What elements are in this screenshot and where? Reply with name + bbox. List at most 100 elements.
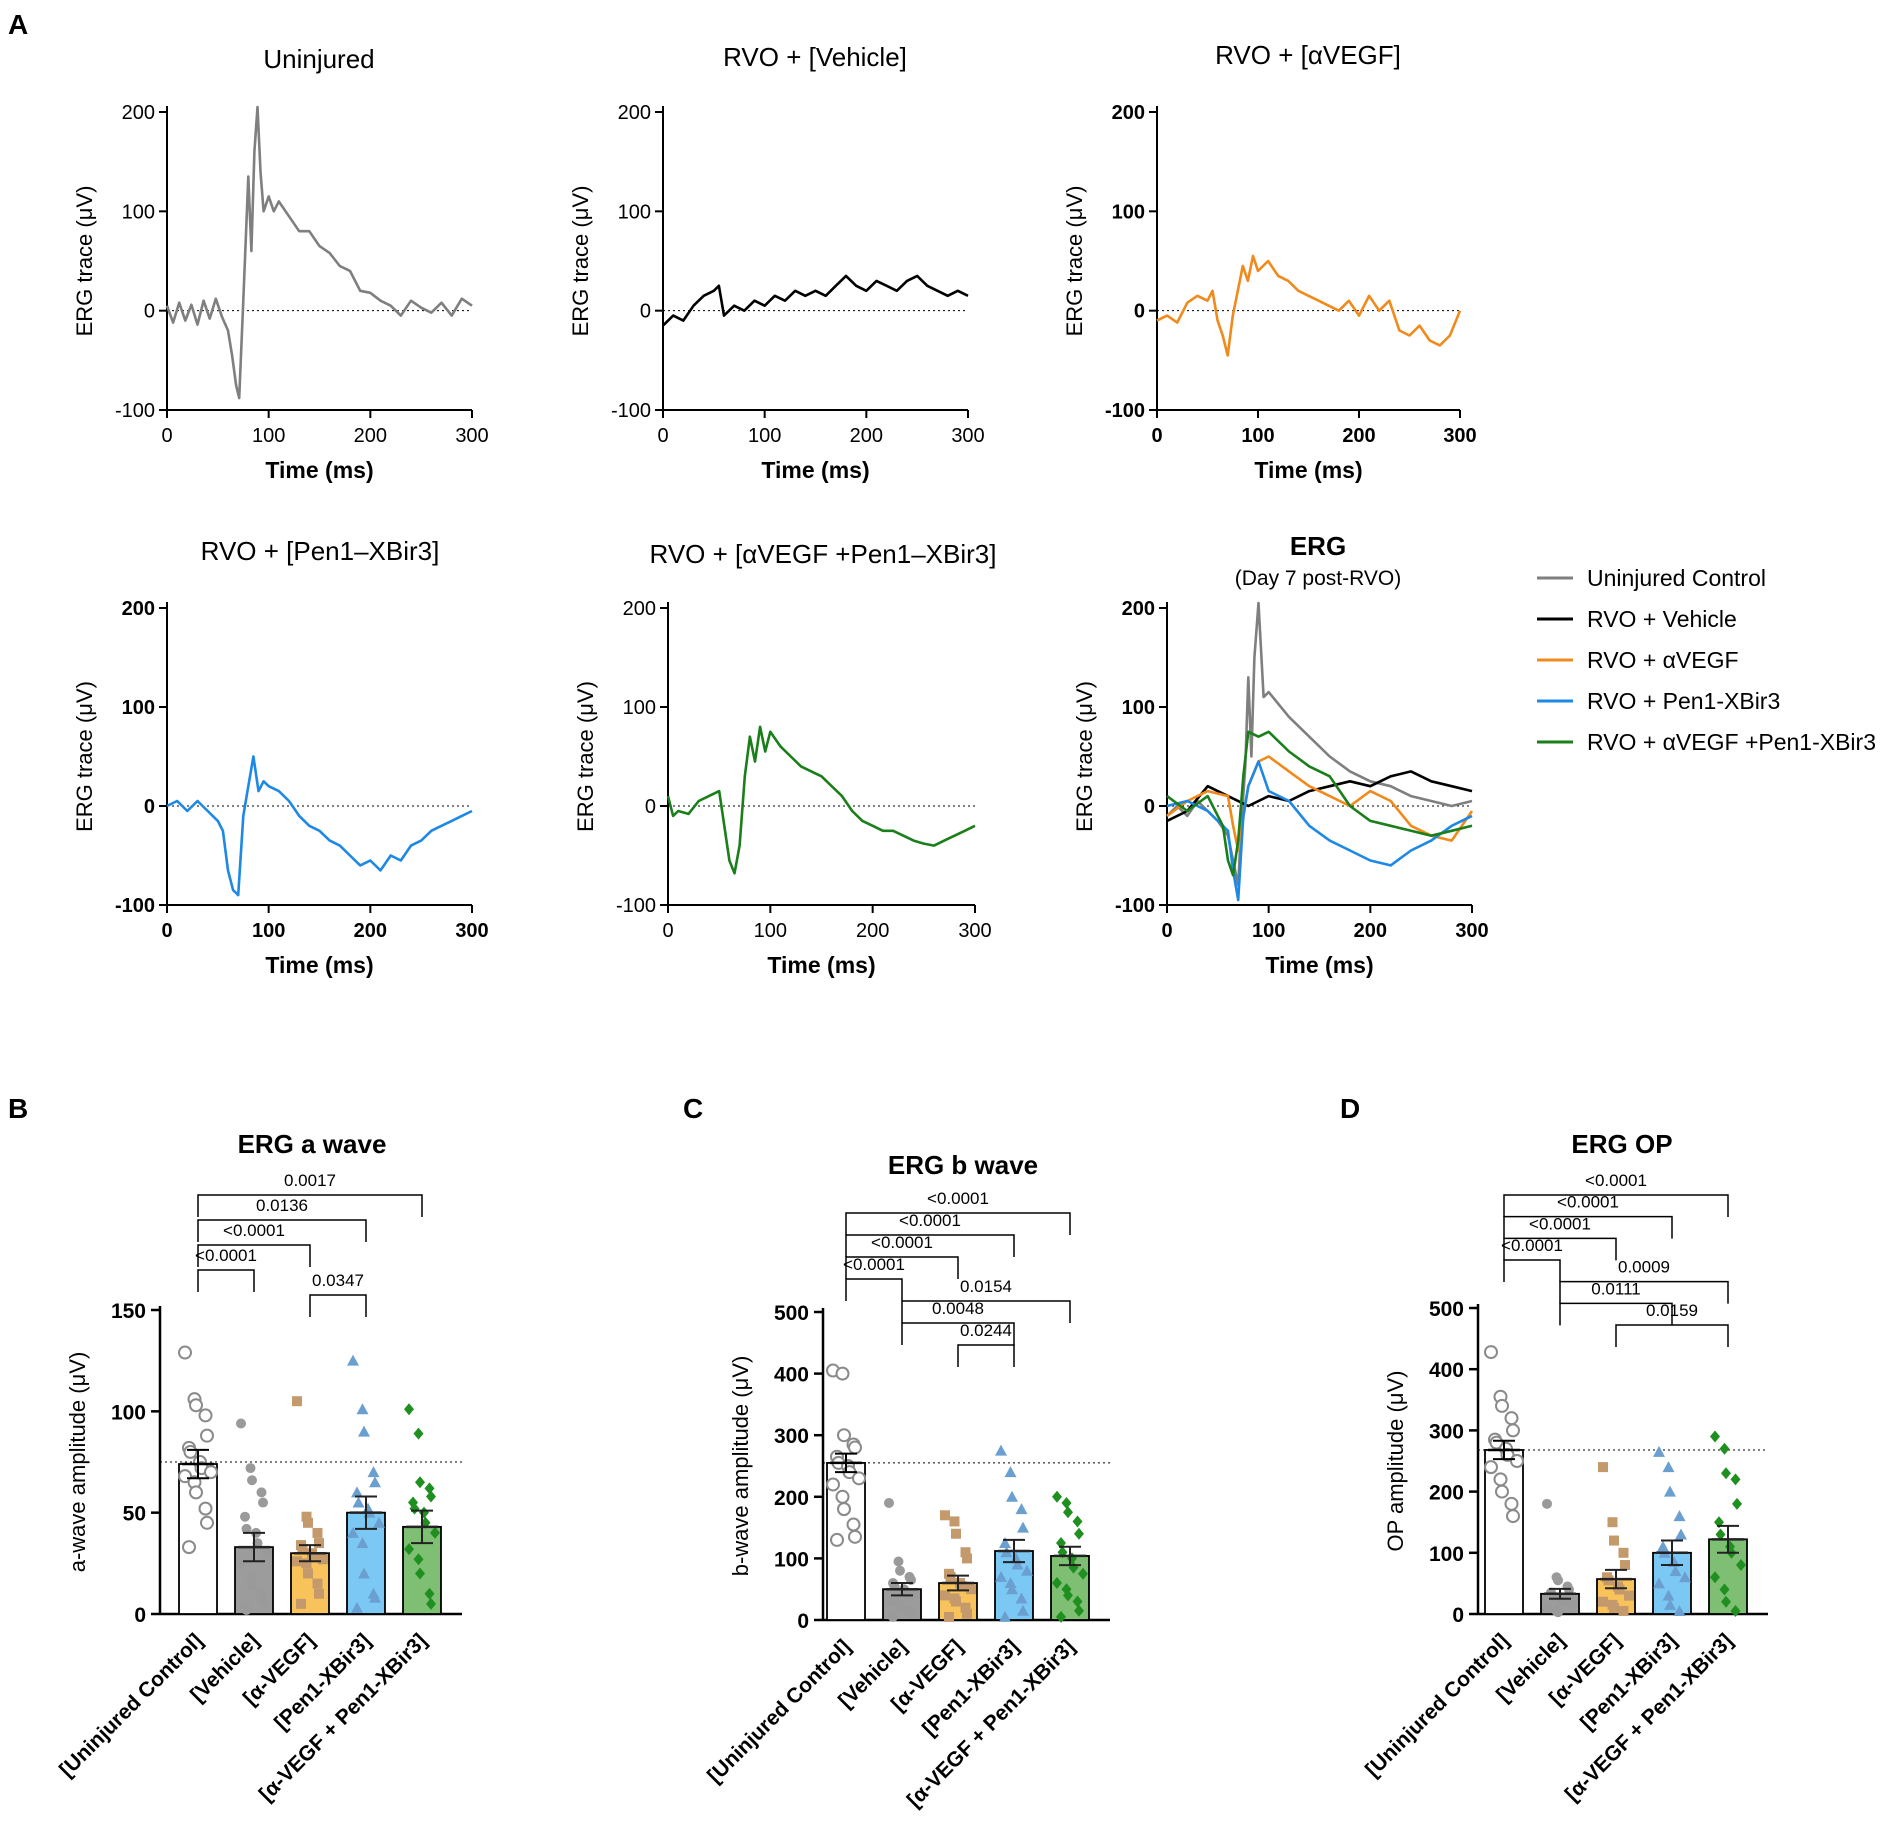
data-point-diamond xyxy=(1715,1528,1726,1541)
significance-bracket xyxy=(901,1322,1015,1345)
data-point-open-circle xyxy=(852,1471,866,1486)
data-point-circle xyxy=(1568,1599,1578,1610)
data-point-open-circle xyxy=(182,1540,196,1555)
data-point-open-circle xyxy=(1489,1435,1504,1450)
data-point-open-circle xyxy=(835,1366,850,1381)
panel-label-b: B xyxy=(8,1093,28,1124)
y-tick-label: 100 xyxy=(623,697,656,719)
data-point-triangle xyxy=(1679,1571,1691,1583)
data-point-circle xyxy=(895,1602,905,1613)
data-point-triangle xyxy=(1017,1604,1029,1616)
data-point-square xyxy=(1598,1462,1608,1473)
data-point-circle xyxy=(1542,1498,1552,1509)
data-point-circle xyxy=(884,1497,894,1508)
data-point-square xyxy=(312,1578,323,1589)
data-point-diamond xyxy=(426,1597,436,1610)
x-tick-label: 0 xyxy=(1161,920,1172,942)
data-point-diamond xyxy=(413,1553,424,1566)
significance-bracket xyxy=(957,1344,1015,1367)
x-tick-label: 200 xyxy=(850,425,883,447)
data-point-square xyxy=(303,1517,313,1528)
data-point-triangle xyxy=(1673,1510,1686,1522)
data-point-open-circle xyxy=(189,1485,203,1500)
p-value-label: <0.0001 xyxy=(1585,1171,1647,1190)
data-point-triangle xyxy=(1653,1445,1665,1457)
data-point-square xyxy=(956,1581,967,1592)
data-point-open-circle xyxy=(1504,1496,1519,1511)
data-point-diamond xyxy=(1078,1567,1088,1580)
trace-line-combo xyxy=(666,725,976,875)
data-point-triangle xyxy=(1664,1598,1676,1610)
y-tick-label: -100 xyxy=(611,400,651,422)
data-point-triangle xyxy=(1006,1490,1018,1502)
data-point-square xyxy=(1620,1560,1630,1571)
data-point-diamond xyxy=(1721,1467,1731,1480)
significance-bracket xyxy=(1559,1302,1673,1326)
x-axis-label: Time (ms) xyxy=(265,952,373,978)
data-point-circle xyxy=(245,1463,256,1474)
y-tick-label: 100 xyxy=(1122,697,1155,719)
data-point-circle xyxy=(258,1497,268,1508)
x-tick-label: 0 xyxy=(1151,425,1162,447)
data-point-diamond xyxy=(424,1587,435,1600)
data-point-square xyxy=(1624,1590,1634,1601)
data-point-triangle xyxy=(356,1403,369,1415)
y-tick-label: 200 xyxy=(122,598,155,620)
data-point-diamond xyxy=(1719,1442,1730,1455)
legend-label-avegf: RVO + αVEGF xyxy=(1587,647,1739,673)
data-point-circle xyxy=(884,1596,894,1607)
significance-bracket xyxy=(1503,1215,1673,1239)
data-point-triangle xyxy=(995,1444,1007,1456)
data-point-square xyxy=(308,1552,319,1563)
data-point-diamond xyxy=(1730,1473,1741,1486)
y-tick-label: 400 xyxy=(774,1364,809,1387)
data-point-triangle xyxy=(1653,1577,1665,1589)
x-tick-label: 300 xyxy=(455,920,488,942)
chart-title: RVO + [αVEGF] xyxy=(1215,40,1401,70)
y-tick-label: 200 xyxy=(774,1487,809,1510)
data-point-square xyxy=(960,1602,971,1613)
y-axis-label: ERG trace (μV) xyxy=(72,681,97,832)
data-point-triangle xyxy=(1662,1589,1675,1601)
data-point-square xyxy=(1609,1535,1619,1546)
data-point-circle xyxy=(236,1418,246,1429)
data-point-triangle xyxy=(1669,1565,1682,1577)
y-tick-label: 300 xyxy=(774,1425,809,1448)
data-point-triangle xyxy=(1004,1577,1017,1589)
significance-bracket xyxy=(1503,1194,1729,1217)
trace-line-pen1 xyxy=(1166,760,1473,902)
data-point-circle xyxy=(247,1475,257,1486)
y-tick-label: 100 xyxy=(111,1401,146,1424)
y-tick-label: 500 xyxy=(774,1302,809,1325)
data-point-open-circle xyxy=(200,1515,214,1530)
p-value-label: 0.0048 xyxy=(932,1299,984,1318)
y-tick-label: -100 xyxy=(616,895,656,917)
data-point-circle xyxy=(893,1556,904,1567)
significance-bracket xyxy=(309,1294,367,1317)
p-value-label: <0.0001 xyxy=(899,1211,961,1230)
x-axis-label: Time (ms) xyxy=(1254,457,1362,483)
data-point-triangle xyxy=(1662,1461,1675,1473)
y-tick-label: -100 xyxy=(1105,400,1145,422)
x-tick-label: 200 xyxy=(1342,425,1375,447)
data-point-triangle xyxy=(995,1570,1007,1582)
data-point-square xyxy=(962,1608,972,1619)
data-point-diamond xyxy=(1074,1527,1084,1540)
data-point-square xyxy=(951,1596,961,1607)
data-point-open-circle xyxy=(1506,1509,1520,1524)
p-value-label: <0.0001 xyxy=(1501,1236,1563,1255)
significance-bracket xyxy=(197,1194,423,1217)
chart-title: RVO + [Pen1–XBir3] xyxy=(201,536,440,566)
data-point-open-circle xyxy=(200,1428,214,1443)
data-point-diamond xyxy=(1072,1595,1083,1608)
data-point-square xyxy=(1609,1602,1619,1613)
y-tick-label: 0 xyxy=(645,796,656,818)
x-tick-label: 300 xyxy=(1443,425,1476,447)
y-tick-label: 300 xyxy=(1429,1420,1464,1443)
data-point-open-circle xyxy=(1504,1411,1519,1426)
panel-label-c: C xyxy=(683,1093,703,1124)
y-tick-label: 200 xyxy=(1122,598,1155,620)
trace-chart-trace_avegf: RVO + [αVEGF] -100 0 100 200 0 100 200 300 Time (… xyxy=(1062,40,1477,483)
data-point-triangle xyxy=(1004,1466,1017,1478)
